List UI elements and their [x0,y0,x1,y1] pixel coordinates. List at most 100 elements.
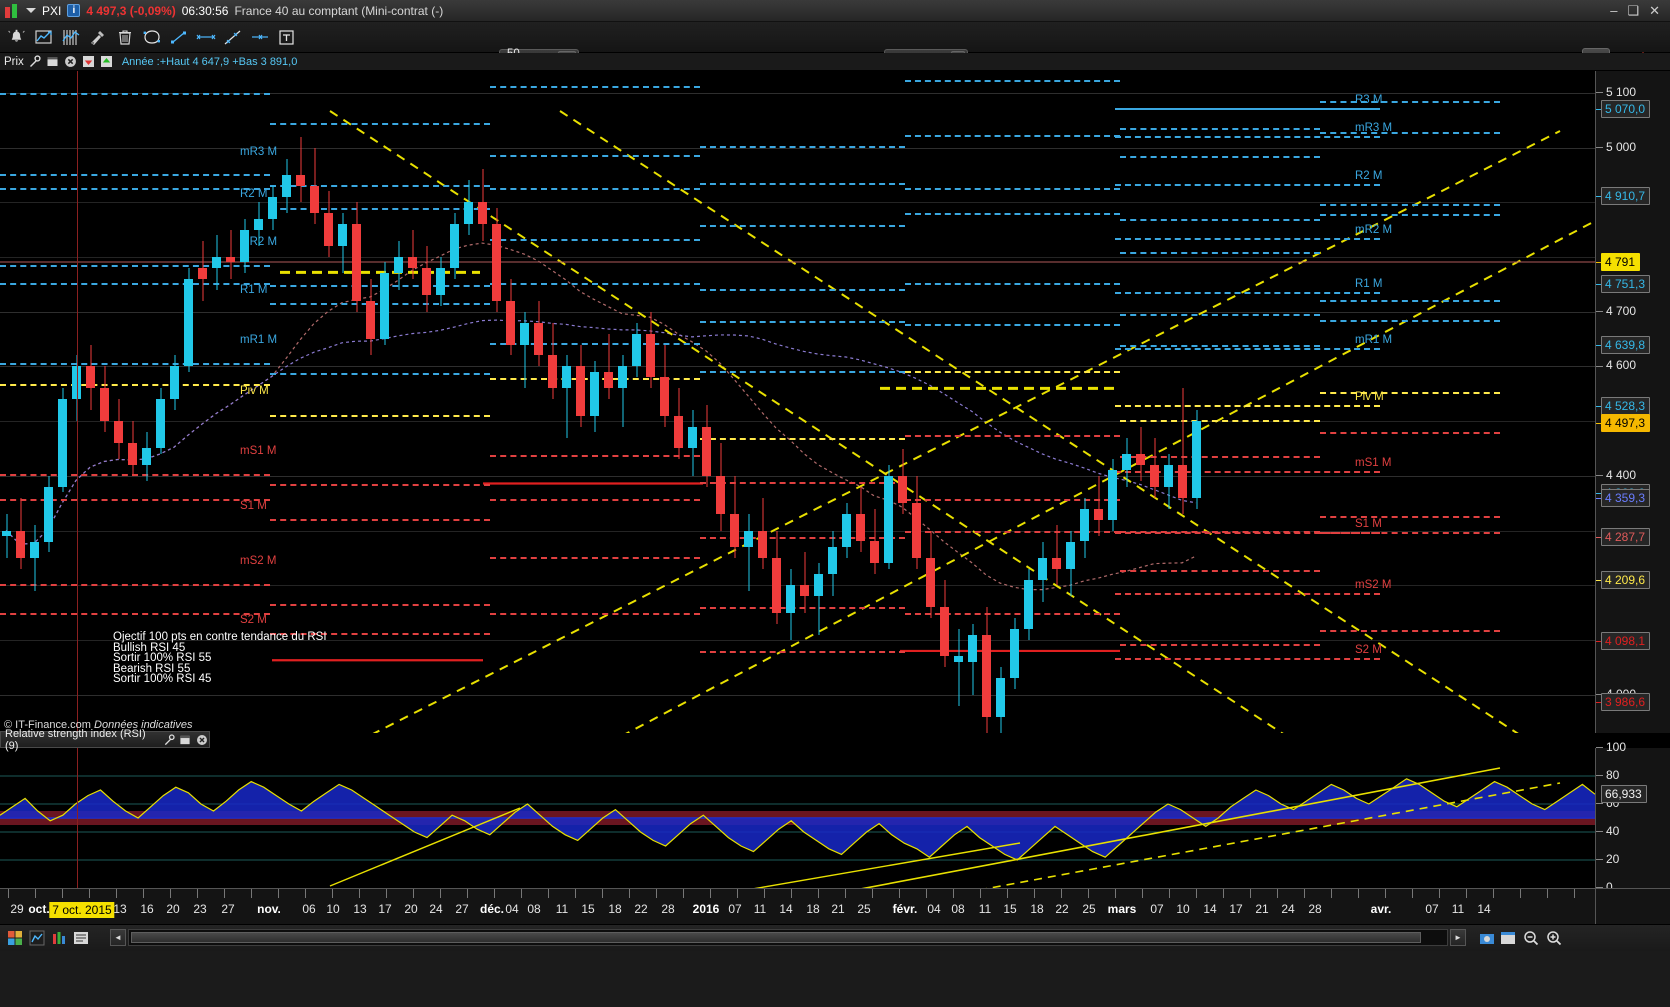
price-marker-tick [1596,580,1601,582]
price-marker-box[interactable]: 4 639,8 [1601,335,1651,354]
minimize-button[interactable]: – [1610,3,1618,18]
candlestick [464,180,473,236]
maximize-button[interactable]: ❑ [1627,2,1640,18]
window-icon[interactable] [179,733,193,747]
ray-icon[interactable] [247,25,272,50]
time-tick-mark [1574,889,1575,898]
up-arrow-icon[interactable] [100,55,114,69]
indicator-icon[interactable] [58,25,83,50]
candlestick [422,246,431,312]
pivot-level-label: Piv M [1355,391,1384,404]
chart-annotation-text: Sortir 100% RSI 55 [113,652,212,664]
tools-icon[interactable] [85,25,110,50]
rsi-tick-label: 40 [1606,824,1620,838]
candlestick [72,355,81,422]
candlestick [128,421,137,476]
pivot-level-line [700,650,905,653]
price-marker-box[interactable]: 4 751,3 [1601,274,1651,293]
time-axis[interactable]: 29 oct. 7 oct. 2015 13 16 20 23 27 nov. 06 10 13 17 2… [0,888,1595,924]
chart-edit-icon[interactable] [31,25,56,50]
alarm-icon[interactable] [4,25,29,50]
price-marker-box[interactable]: 4 287,7 [1601,528,1651,547]
time-tick-mark [1520,889,1521,898]
zoom-in-icon[interactable] [1545,929,1563,947]
status-bar: ◄ ► [0,924,1670,1007]
segment-icon[interactable] [193,25,218,50]
wrench-icon[interactable] [162,733,176,747]
zoom-out-icon[interactable] [1522,929,1540,947]
trendline-icon[interactable] [220,25,245,50]
scroll-left-button[interactable]: ◄ [110,929,126,946]
rsi-axis[interactable]: 02040608010066,933 [1595,740,1670,894]
trash-icon[interactable] [112,25,137,50]
time-tick-label: 13 [113,902,127,916]
time-tick-label: nov. [257,902,281,916]
candlestick [282,158,291,214]
chart-annotation-text: Bearish RSI 55 [113,662,191,675]
candlestick [212,235,221,290]
time-tick-label: 24 [429,902,443,916]
instrument-name-label: France 40 au comptant (Mini-contrat (-) [234,3,444,18]
candlestick [198,240,207,301]
pivot-level-line [1120,156,1320,159]
close-button[interactable]: ✕ [1649,2,1660,18]
price-marker-box[interactable]: 4 528,3 [1601,396,1651,415]
scroll-right-button[interactable]: ► [1450,929,1466,946]
snapshot-icon[interactable] [1478,929,1496,947]
candlestick [1038,541,1047,602]
time-tick-mark [1088,889,1089,898]
log-icon[interactable] [72,929,90,947]
info-icon[interactable]: i [67,4,81,17]
time-tick-mark [197,889,198,898]
price-marker-box[interactable]: 4 098,1 [1601,632,1651,651]
time-tick-mark [1007,889,1008,898]
chevron-down-icon[interactable] [26,8,36,13]
app-logo-icon [4,3,20,18]
close-icon[interactable] [64,55,78,69]
candlestick [506,278,515,356]
chart-type-icon[interactable] [28,929,46,947]
price-marker-box[interactable]: 4 497,3 [1601,413,1651,432]
price-marker-box[interactable]: 4 791 [1601,252,1641,271]
pivot-level-line [905,187,1120,190]
price-marker-box[interactable]: 4 359,3 [1601,489,1651,508]
time-tick-label: 25 [857,902,871,916]
time-tick-mark [548,889,549,898]
pivot-level-line [1320,431,1500,434]
rsi-current-value-box[interactable]: 66,933 [1601,785,1647,804]
shape-icon[interactable] [139,25,164,50]
pivot-level-line [700,371,905,374]
rsi-chart[interactable] [0,748,1595,888]
time-tick-label: 7 oct. 2015 [49,902,115,918]
gridline [0,421,1595,423]
grid-icon[interactable] [6,929,24,947]
time-tick-label: 18 [1030,902,1044,916]
pivot-level-line [1120,251,1320,254]
pivot-level-line [1115,471,1380,474]
time-tick-mark [710,889,711,898]
window-icon[interactable] [1499,929,1517,947]
pivot-level-line [490,454,700,457]
time-tick-mark [440,889,441,898]
scrollbar-thumb[interactable] [131,932,1421,943]
pivot-level-line [700,225,905,228]
rsi-tick-label: 20 [1606,852,1620,866]
horizontal-scrollbar[interactable] [128,929,1448,946]
price-marker-box[interactable]: 4 910,7 [1601,187,1651,206]
wrench-icon[interactable] [28,55,42,69]
close-icon[interactable] [195,733,209,747]
bars-icon[interactable] [50,929,68,947]
down-arrow-icon[interactable] [82,55,96,69]
time-tick-mark [1142,889,1143,898]
polyline-icon[interactable] [166,25,191,50]
price-marker-box[interactable]: 5 070,0 [1601,100,1651,119]
text-icon[interactable] [274,25,299,50]
time-tick-label: 22 [634,902,648,916]
time-tick-mark [305,889,306,898]
price-marker-box[interactable]: 4 209,6 [1601,571,1651,590]
price-marker-box[interactable]: 3 986,6 [1601,693,1651,712]
time-tick-label: 16 [140,902,154,916]
window-icon[interactable] [46,55,60,69]
